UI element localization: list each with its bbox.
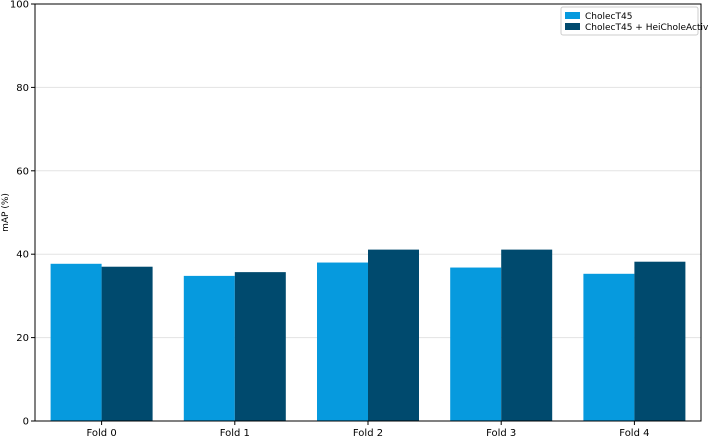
bar-cholect45-heicholeactivity-fold-0: [101, 266, 153, 421]
legend-box: [560, 6, 699, 36]
bar-cholect45-fold-1: [183, 275, 235, 421]
bar-cholect45-heicholeactivity-fold-1: [234, 272, 286, 421]
legend-label: CholecT45 + HeiCholeActivity: [585, 23, 708, 33]
bar-cholect45-fold-0: [50, 263, 102, 421]
y-tick-label: 40: [16, 250, 29, 261]
x-tick-label: Fold 3: [486, 428, 516, 439]
bar-cholect45-fold-3: [450, 267, 502, 421]
bar-cholect45-heicholeactivity-fold-2: [368, 249, 419, 421]
x-axis-ticks: Fold 0 Fold 1 Fold 2 Fold 3 Fold 4: [87, 421, 649, 439]
bars: [50, 249, 686, 421]
bar-cholect45-heicholeactivity-fold-4: [634, 261, 686, 421]
y-tick-label: 0: [23, 417, 29, 428]
x-tick-label: Fold 0: [87, 428, 117, 439]
y-tick-label: 80: [16, 83, 29, 94]
legend-label: CholecT45: [585, 12, 632, 22]
x-tick-label: Fold 1: [220, 428, 250, 439]
bar-cholect45-heicholeactivity-fold-3: [501, 249, 553, 421]
legend-swatch: [565, 23, 580, 30]
y-axis-ticks: 0 20 40 60 80 100: [10, 0, 35, 428]
bar-cholect45-fold-4: [583, 273, 635, 421]
legend-swatch: [565, 12, 580, 19]
x-tick-label: Fold 4: [619, 428, 649, 439]
y-tick-label: 20: [16, 333, 29, 344]
y-tick-label: 60: [16, 166, 29, 177]
bar-cholect45-fold-2: [317, 262, 368, 421]
y-axis-label: mAP (%): [1, 193, 11, 232]
y-tick-label: 100: [10, 0, 29, 11]
x-tick-label: Fold 2: [353, 428, 383, 439]
